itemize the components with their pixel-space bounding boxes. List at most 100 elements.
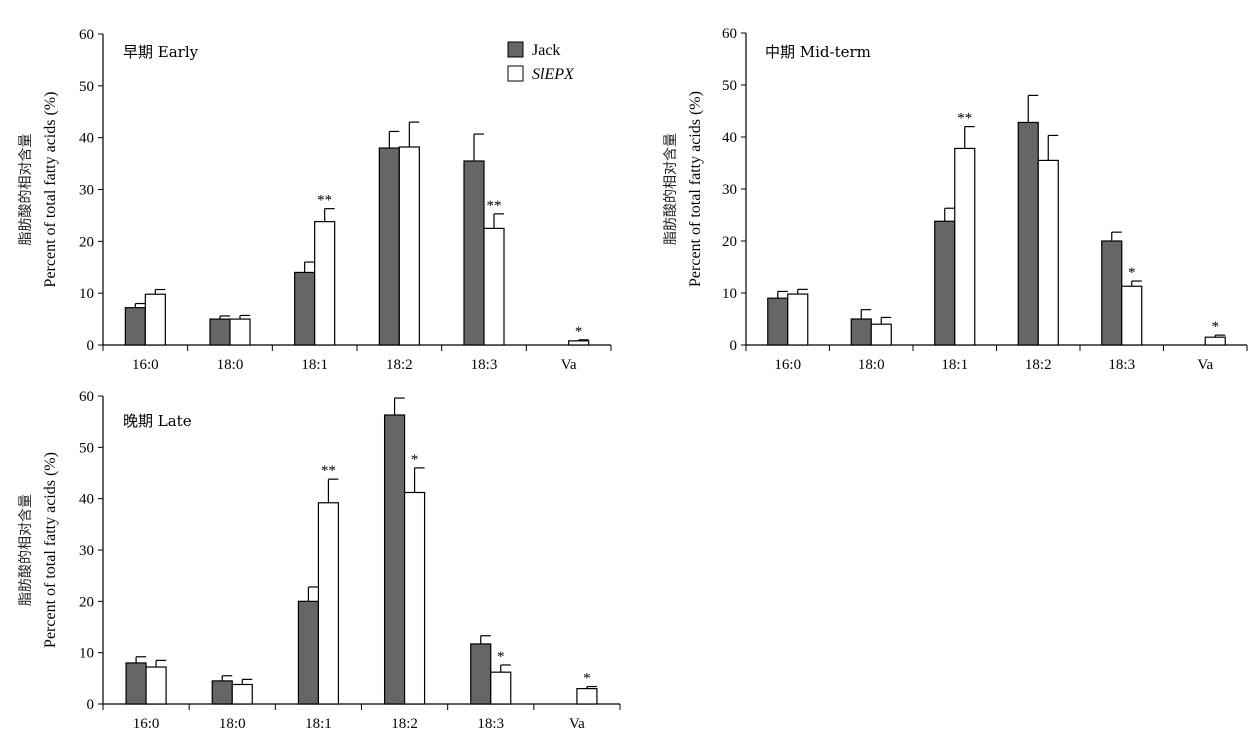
bar-jack-18-1 (297, 600, 320, 705)
y-tick-label: 50 (722, 78, 737, 94)
y-tick-label: 10 (79, 286, 94, 302)
x-tick-label: 18:0 (217, 357, 244, 373)
bar-jack-18-0 (209, 318, 231, 346)
bar-jack-18-3 (1101, 240, 1123, 346)
bar-slepx-18-0 (870, 323, 892, 346)
bar-slepx-18-2 (403, 491, 426, 705)
legend-swatch-jack (507, 41, 524, 58)
bar-jack-18-2 (1017, 121, 1039, 346)
bar-jack-18-3 (463, 160, 485, 346)
y-tick-label: 60 (79, 27, 94, 43)
bar-jack-18-0 (211, 680, 233, 705)
bar-jack-18-2 (378, 147, 400, 346)
x-tick-label: 18:0 (219, 716, 246, 732)
significance-mark: * (1212, 319, 1220, 335)
legend-label-slepx: SlEPX (532, 66, 575, 83)
x-tick-label: 18:1 (941, 357, 968, 373)
significance-mark: ** (487, 198, 502, 214)
bar-jack-16-0 (125, 662, 147, 705)
significance-mark: * (1128, 265, 1136, 281)
bar-slepx-16-0 (145, 666, 167, 705)
y-tick-label: 30 (79, 183, 94, 199)
bar-jack-18-1 (294, 271, 316, 346)
y-tick-label: 0 (730, 338, 738, 354)
bar-slepx-18-0 (231, 683, 253, 705)
y-tick-label: 40 (79, 492, 94, 508)
y-tick-label: 30 (79, 543, 94, 559)
y-tick-label: 20 (79, 594, 94, 610)
y-tick-label: 50 (79, 79, 94, 95)
significance-mark: ** (317, 193, 332, 209)
legend-swatch-slepx (507, 65, 524, 82)
bar-slepx-va (1204, 336, 1226, 346)
x-tick-label: 16:0 (133, 716, 160, 732)
x-tick-label: 18:2 (1025, 357, 1052, 373)
y-axis-label-zh: 脂肪酸的相对含量 (663, 133, 679, 245)
bar-jack-18-0 (850, 318, 872, 346)
x-tick-label: Va (1197, 357, 1213, 373)
y-tick-label: 20 (722, 234, 737, 250)
x-tick-label: 18:1 (301, 357, 328, 373)
x-tick-label: 18:2 (386, 357, 413, 373)
bar-slepx-18-3 (1121, 285, 1143, 346)
bar-slepx-18-1 (317, 502, 340, 705)
y-axis-label-zh: 脂肪酸的相对含量 (18, 494, 34, 606)
panel-title: 早期 Early (123, 43, 199, 61)
panel-title: 晚期 Late (123, 412, 192, 430)
bar-jack-18-1 (934, 220, 956, 346)
y-axis-label: Percent of total fatty acids (%) (42, 452, 59, 648)
bar-slepx-16-0 (787, 293, 809, 346)
y-tick-label: 40 (722, 130, 737, 146)
x-tick-label: 18:1 (305, 716, 332, 732)
x-tick-label: 18:3 (471, 357, 498, 373)
y-tick-label: 10 (79, 646, 94, 662)
x-tick-label: Va (561, 357, 577, 373)
bar-slepx-va (568, 340, 590, 346)
bar-slepx-18-1 (954, 147, 976, 346)
y-tick-label: 60 (722, 26, 737, 42)
x-tick-label: 18:2 (391, 716, 418, 732)
legend: Jack SlEPX (507, 41, 575, 83)
y-tick-label: 40 (79, 131, 94, 147)
bar-slepx-va (576, 687, 598, 705)
bar-slepx-18-3 (490, 671, 512, 705)
y-axis-label: Percent of total fatty acids (%) (687, 91, 704, 287)
bar-jack-16-0 (767, 297, 789, 346)
y-tick-label: 30 (722, 182, 737, 198)
y-tick-label: 50 (79, 440, 94, 456)
significance-mark: * (583, 671, 591, 687)
x-tick-label: 18:3 (1108, 357, 1135, 373)
x-tick-label: 16:0 (132, 357, 159, 373)
panel-title: 中期 Mid-term (765, 43, 871, 61)
y-axis-label-zh: 脂肪酸的相对含量 (18, 134, 34, 246)
x-tick-label: Va (569, 716, 585, 732)
y-tick-label: 60 (79, 389, 94, 405)
bar-slepx-18-3 (483, 227, 505, 346)
significance-mark: ** (957, 111, 972, 127)
y-tick-label: 20 (79, 234, 94, 250)
x-tick-label: 18:3 (477, 716, 504, 732)
bar-slepx-18-2 (398, 146, 420, 346)
bar-slepx-18-1 (314, 221, 336, 346)
bar-jack-16-0 (124, 307, 146, 346)
bar-slepx-18-0 (229, 318, 251, 346)
y-tick-label: 0 (87, 338, 95, 354)
significance-mark: * (411, 452, 419, 468)
x-tick-label: 18:0 (858, 357, 885, 373)
y-tick-label: 0 (87, 697, 95, 713)
y-tick-label: 10 (722, 286, 737, 302)
significance-mark: * (575, 324, 583, 340)
x-tick-label: 16:0 (774, 357, 801, 373)
bar-slepx-16-0 (144, 293, 166, 346)
bar-jack-18-3 (470, 643, 492, 705)
significance-mark: * (497, 649, 505, 665)
bar-jack-18-2 (383, 414, 406, 705)
significance-mark: ** (321, 463, 336, 479)
y-axis-label: Percent of total fatty acids (%) (42, 92, 59, 288)
bar-slepx-18-2 (1037, 159, 1059, 346)
legend-label-jack: Jack (532, 42, 560, 59)
